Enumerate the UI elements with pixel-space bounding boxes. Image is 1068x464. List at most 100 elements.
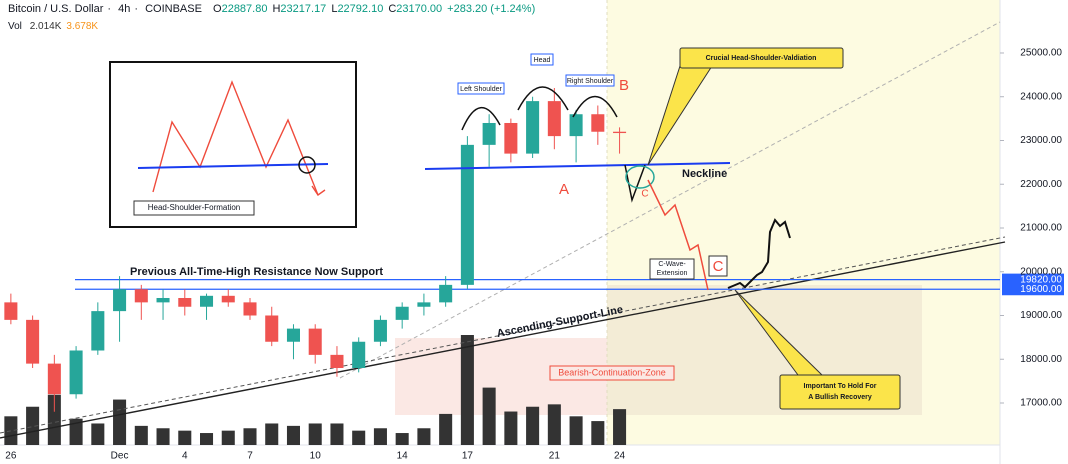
volume-bar bbox=[200, 433, 214, 445]
volume-bar bbox=[352, 430, 366, 445]
annotation: C bbox=[641, 189, 648, 200]
candle-body bbox=[417, 302, 431, 307]
volume-label: Vol bbox=[8, 21, 22, 32]
candle-body bbox=[221, 295, 235, 303]
shoulder-arc bbox=[461, 106, 501, 131]
volume-bar bbox=[591, 421, 605, 445]
change: +283.20 (+1.24%) bbox=[447, 3, 535, 15]
candle-body bbox=[156, 297, 170, 303]
volume-bar bbox=[330, 423, 344, 445]
y-tick-label: 18000.00 bbox=[1020, 354, 1062, 365]
label-box bbox=[549, 365, 675, 381]
x-tick-label: 10 bbox=[310, 451, 322, 462]
candle-body bbox=[308, 328, 322, 355]
label-box bbox=[649, 258, 695, 280]
volume-bar bbox=[265, 423, 279, 445]
x-tick-label: 14 bbox=[397, 451, 409, 462]
candle-body bbox=[4, 302, 18, 320]
volume-bar bbox=[547, 404, 561, 445]
volume-bar bbox=[134, 425, 148, 445]
ohlc-value: 22792.10 bbox=[337, 3, 383, 15]
label-box bbox=[133, 200, 255, 216]
y-tick-label: 20000.00 bbox=[1020, 266, 1062, 277]
volume-bar bbox=[395, 433, 409, 445]
candle-body bbox=[178, 297, 192, 307]
projection bbox=[647, 179, 709, 291]
annotation: Head bbox=[534, 57, 551, 64]
x-tick-label: Dec bbox=[111, 451, 129, 462]
ohlc-value: 23217.17 bbox=[280, 3, 326, 15]
volume-bar bbox=[526, 406, 540, 445]
volume-bar bbox=[178, 430, 192, 445]
shoulder-arc bbox=[572, 96, 618, 118]
volume-bar bbox=[417, 428, 431, 445]
candle-body bbox=[613, 131, 627, 134]
candle-body bbox=[113, 289, 127, 312]
volume-legend: Vol 2.014K 3.678K bbox=[8, 21, 98, 32]
candle-body bbox=[243, 302, 257, 316]
level-tag bbox=[1002, 273, 1064, 286]
candle-body bbox=[460, 144, 474, 285]
inset-neckline bbox=[137, 163, 329, 169]
volume-bar bbox=[439, 413, 453, 445]
candle-body bbox=[526, 101, 540, 154]
volume-bar bbox=[156, 428, 170, 445]
volume-bar bbox=[613, 409, 627, 445]
highlight bbox=[625, 165, 655, 189]
label-box bbox=[565, 74, 615, 87]
annotation: Ascending-Support-Line bbox=[496, 304, 624, 340]
volume-value: 3.678K bbox=[66, 21, 98, 32]
x-tick-label: 24 bbox=[614, 451, 626, 462]
volume-bar bbox=[373, 428, 387, 445]
volume-bar bbox=[460, 335, 474, 445]
ascending-support bbox=[0, 241, 1006, 439]
volume-bar bbox=[47, 394, 61, 445]
volume-bar bbox=[69, 418, 83, 445]
annotation: A Bullish Recovery bbox=[808, 394, 872, 401]
inset bbox=[109, 61, 357, 228]
inset-pattern bbox=[152, 80, 319, 196]
candles bbox=[4, 87, 627, 412]
x-tick-label: 21 bbox=[549, 451, 561, 462]
sep: · bbox=[134, 3, 138, 15]
inset-arrow bbox=[311, 185, 326, 196]
annotation: Right Shoulder bbox=[567, 78, 614, 85]
candle-body bbox=[569, 114, 583, 137]
label-box bbox=[708, 255, 728, 277]
label-box bbox=[457, 82, 505, 95]
exchange: COINBASE bbox=[145, 3, 202, 15]
grid bbox=[1000, 52, 1004, 404]
volume-bar bbox=[504, 411, 518, 445]
level-label: 19600.00 bbox=[1020, 284, 1062, 295]
volume-bar bbox=[482, 387, 496, 445]
projection bbox=[624, 164, 646, 203]
annotation: A bbox=[559, 181, 569, 198]
volume-bar bbox=[4, 416, 18, 445]
candle-body bbox=[26, 319, 40, 364]
candle-body bbox=[504, 122, 518, 154]
symbol: Bitcoin / U.S. Dollar bbox=[8, 3, 104, 15]
volume-bar bbox=[243, 428, 257, 445]
projection bbox=[727, 218, 791, 289]
ascending-support-dashed bbox=[0, 236, 1006, 434]
candle-body bbox=[373, 319, 387, 342]
candle-body bbox=[265, 315, 279, 342]
candle-body bbox=[439, 284, 453, 303]
candle-body bbox=[330, 354, 344, 368]
volume-value: 2.014K bbox=[30, 21, 62, 32]
x-tick-label: 7 bbox=[247, 451, 253, 462]
y-tick-label: 25000.00 bbox=[1020, 48, 1062, 59]
volume-bar bbox=[221, 430, 235, 445]
candle-body bbox=[482, 122, 496, 145]
annotation: Bearish-Continuation-Zone bbox=[558, 367, 666, 377]
y-tick-label: 19000.00 bbox=[1020, 310, 1062, 321]
annotation: C-Wave- bbox=[658, 261, 686, 268]
level-label: 19820.00 bbox=[1020, 274, 1062, 285]
annotation: Neckline bbox=[682, 168, 727, 180]
y-tick-label: 17000.00 bbox=[1020, 398, 1062, 409]
candle-body bbox=[547, 101, 561, 137]
trend-line bbox=[339, 21, 1001, 379]
annotation: Important To Hold For bbox=[804, 383, 877, 390]
ohlc-value: 23170.00 bbox=[396, 3, 442, 15]
interval: 4h bbox=[118, 3, 130, 15]
